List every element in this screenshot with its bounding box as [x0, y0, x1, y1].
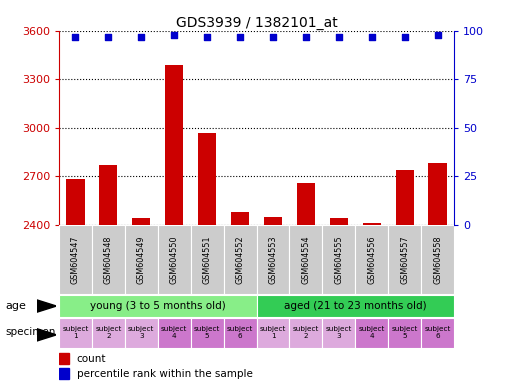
Bar	[198, 132, 216, 225]
Point	[334, 33, 343, 40]
FancyBboxPatch shape	[59, 295, 256, 317]
FancyBboxPatch shape	[355, 225, 388, 294]
Text: GSM604556: GSM604556	[367, 235, 376, 284]
Bar	[59, 353, 69, 364]
Text: subject
1: subject 1	[260, 326, 286, 339]
Point	[433, 31, 442, 38]
Text: GSM604558: GSM604558	[433, 235, 442, 284]
Text: GSM604549: GSM604549	[137, 235, 146, 284]
Text: GSM604551: GSM604551	[203, 235, 212, 284]
Text: subject
5: subject 5	[194, 326, 220, 339]
FancyBboxPatch shape	[59, 225, 92, 294]
FancyBboxPatch shape	[256, 318, 289, 348]
FancyBboxPatch shape	[191, 225, 224, 294]
Text: GSM604555: GSM604555	[334, 235, 343, 284]
Text: subject
6: subject 6	[227, 326, 253, 339]
FancyBboxPatch shape	[421, 318, 454, 348]
Polygon shape	[37, 329, 56, 341]
Text: GSM604557: GSM604557	[400, 235, 409, 284]
Text: GSM604554: GSM604554	[301, 235, 310, 284]
Polygon shape	[37, 300, 56, 312]
Bar	[396, 170, 413, 225]
Bar	[66, 179, 85, 225]
Bar	[132, 218, 150, 225]
FancyBboxPatch shape	[191, 318, 224, 348]
Text: subject
4: subject 4	[161, 326, 187, 339]
FancyBboxPatch shape	[158, 225, 191, 294]
FancyBboxPatch shape	[125, 318, 158, 348]
Bar	[100, 165, 117, 225]
FancyBboxPatch shape	[388, 318, 421, 348]
FancyBboxPatch shape	[289, 318, 322, 348]
Text: GSM604547: GSM604547	[71, 235, 80, 284]
FancyBboxPatch shape	[256, 225, 289, 294]
Text: subject
2: subject 2	[293, 326, 319, 339]
Text: GSM604553: GSM604553	[268, 235, 278, 284]
Text: subject
3: subject 3	[128, 326, 154, 339]
Text: age: age	[5, 301, 26, 311]
FancyBboxPatch shape	[421, 225, 454, 294]
FancyBboxPatch shape	[158, 318, 191, 348]
Bar	[165, 65, 183, 225]
FancyBboxPatch shape	[355, 318, 388, 348]
Point	[137, 33, 145, 40]
Point	[104, 33, 112, 40]
FancyBboxPatch shape	[92, 225, 125, 294]
Text: count: count	[77, 354, 106, 364]
Point	[368, 33, 376, 40]
FancyBboxPatch shape	[59, 318, 92, 348]
Bar	[231, 212, 249, 225]
Point	[401, 33, 409, 40]
Text: subject
6: subject 6	[424, 326, 451, 339]
Text: GSM604550: GSM604550	[170, 235, 179, 284]
Bar	[428, 163, 447, 225]
Point	[203, 33, 211, 40]
Text: subject
5: subject 5	[391, 326, 418, 339]
FancyBboxPatch shape	[289, 225, 322, 294]
Point	[71, 33, 80, 40]
Bar	[297, 183, 315, 225]
Text: specimen: specimen	[5, 327, 55, 337]
Text: subject
1: subject 1	[62, 326, 89, 339]
FancyBboxPatch shape	[224, 318, 256, 348]
Text: aged (21 to 23 months old): aged (21 to 23 months old)	[284, 301, 427, 311]
Point	[269, 33, 277, 40]
FancyBboxPatch shape	[388, 225, 421, 294]
Bar	[59, 368, 69, 379]
FancyBboxPatch shape	[92, 318, 125, 348]
Bar	[264, 217, 282, 225]
Text: GSM604548: GSM604548	[104, 235, 113, 284]
Text: subject
2: subject 2	[95, 326, 122, 339]
Bar	[330, 218, 348, 225]
Point	[302, 33, 310, 40]
FancyBboxPatch shape	[256, 295, 454, 317]
Title: GDS3939 / 1382101_at: GDS3939 / 1382101_at	[175, 16, 338, 30]
Point	[236, 33, 244, 40]
Text: subject
3: subject 3	[326, 326, 352, 339]
FancyBboxPatch shape	[322, 318, 355, 348]
Text: percentile rank within the sample: percentile rank within the sample	[77, 369, 252, 379]
FancyBboxPatch shape	[224, 225, 256, 294]
FancyBboxPatch shape	[322, 225, 355, 294]
Text: young (3 to 5 months old): young (3 to 5 months old)	[90, 301, 226, 311]
Point	[170, 31, 179, 38]
Bar	[363, 223, 381, 225]
FancyBboxPatch shape	[125, 225, 158, 294]
Text: subject
4: subject 4	[359, 326, 385, 339]
Text: GSM604552: GSM604552	[235, 235, 245, 284]
